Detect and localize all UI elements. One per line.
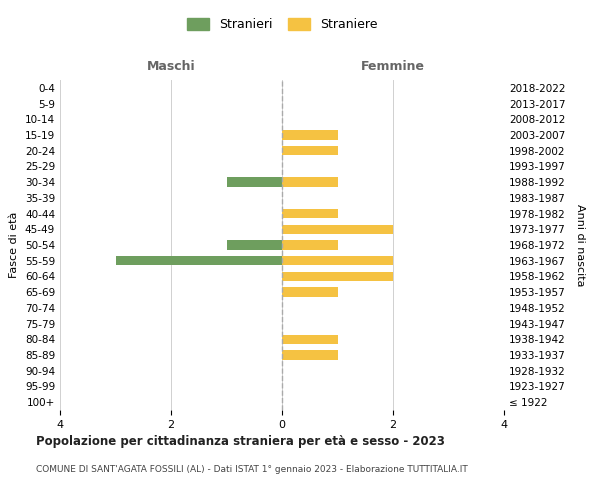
Legend: Stranieri, Straniere: Stranieri, Straniere [180, 11, 384, 38]
Text: COMUNE DI SANT'AGATA FOSSILI (AL) - Dati ISTAT 1° gennaio 2023 - Elaborazione TU: COMUNE DI SANT'AGATA FOSSILI (AL) - Dati… [36, 465, 468, 474]
Bar [282, 146, 337, 156]
Bar [282, 350, 337, 360]
Bar [282, 256, 393, 266]
Bar [282, 178, 337, 187]
Bar [282, 334, 337, 344]
Bar [282, 240, 337, 250]
Y-axis label: Fasce di età: Fasce di età [10, 212, 19, 278]
Text: Maschi: Maschi [146, 60, 196, 72]
Bar [115, 256, 282, 266]
Bar [227, 240, 282, 250]
Text: Femmine: Femmine [361, 60, 425, 72]
Bar [282, 130, 337, 140]
Text: Popolazione per cittadinanza straniera per età e sesso - 2023: Popolazione per cittadinanza straniera p… [36, 435, 445, 448]
Bar [282, 209, 337, 218]
Bar [227, 178, 282, 187]
Y-axis label: Anni di nascita: Anni di nascita [575, 204, 585, 286]
Bar [282, 224, 393, 234]
Bar [282, 272, 393, 281]
Bar [282, 288, 337, 297]
